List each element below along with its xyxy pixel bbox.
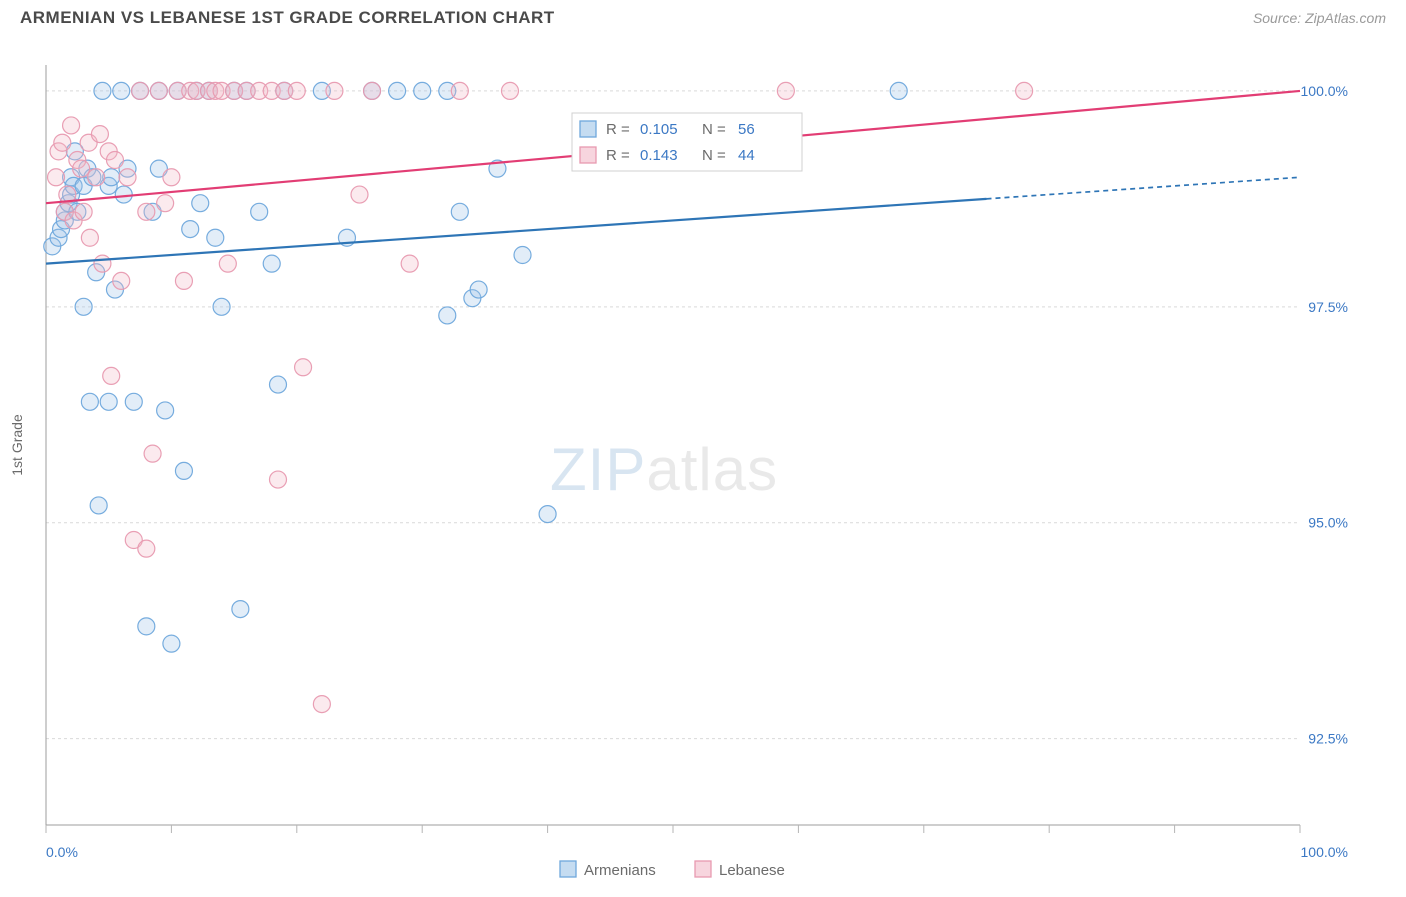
stats-n-label: N = xyxy=(702,147,726,164)
legend-swatch xyxy=(580,147,596,163)
data-point xyxy=(501,82,518,99)
data-point xyxy=(54,134,71,151)
data-point xyxy=(63,117,80,134)
legend-label: Armenians xyxy=(584,862,656,879)
data-point xyxy=(106,152,123,169)
stats-n-label: N = xyxy=(702,121,726,138)
data-point xyxy=(182,221,199,238)
data-point xyxy=(451,203,468,220)
y-tick-label: 95.0% xyxy=(1308,515,1348,531)
data-point xyxy=(351,186,368,203)
data-point xyxy=(163,169,180,186)
stats-n-value: 44 xyxy=(738,147,755,164)
stats-r-value: 0.143 xyxy=(640,147,678,164)
data-point xyxy=(157,402,174,419)
data-point xyxy=(401,255,418,272)
data-point xyxy=(232,601,249,618)
data-point xyxy=(163,635,180,652)
data-point xyxy=(150,82,167,99)
data-point xyxy=(113,272,130,289)
data-point xyxy=(269,471,286,488)
data-point xyxy=(326,82,343,99)
data-point xyxy=(364,82,381,99)
data-point xyxy=(470,281,487,298)
data-point xyxy=(175,272,192,289)
data-point xyxy=(192,195,209,212)
data-point xyxy=(75,298,92,315)
stats-r-value: 0.105 xyxy=(640,121,678,138)
x-tick-label: 100.0% xyxy=(1301,844,1348,860)
data-point xyxy=(81,393,98,410)
legend-swatch xyxy=(580,121,596,137)
data-point xyxy=(100,393,117,410)
scatter-chart: 92.5% 95.0% 97.5% 100.0% 0.0% 100.0% 1st Grade… xyxy=(0,45,1406,892)
stats-r-label: R = xyxy=(606,147,630,164)
data-point xyxy=(313,696,330,713)
data-point xyxy=(1016,82,1033,99)
data-point xyxy=(125,393,142,410)
data-point xyxy=(132,82,149,99)
data-point xyxy=(157,195,174,212)
data-point xyxy=(514,247,531,264)
data-point xyxy=(295,359,312,376)
data-point xyxy=(144,445,161,462)
data-point xyxy=(175,462,192,479)
data-point xyxy=(88,169,105,186)
data-point xyxy=(263,255,280,272)
data-point xyxy=(94,82,111,99)
data-point xyxy=(138,540,155,557)
data-point xyxy=(439,307,456,324)
legend-swatch xyxy=(695,861,711,877)
data-point xyxy=(269,376,286,393)
data-point xyxy=(115,186,132,203)
data-point xyxy=(48,169,65,186)
legend-label: Lebanese xyxy=(719,862,785,879)
data-point xyxy=(288,82,305,99)
chart-area: 92.5% 95.0% 97.5% 100.0% 0.0% 100.0% 1st Grade… xyxy=(0,45,1406,892)
data-point xyxy=(73,160,90,177)
data-point xyxy=(103,367,120,384)
chart-header: ARMENIAN VS LEBANESE 1ST GRADE CORRELATI… xyxy=(0,0,1406,28)
trend-line-dashed xyxy=(987,177,1301,199)
data-point xyxy=(91,126,108,143)
data-point xyxy=(890,82,907,99)
data-point xyxy=(213,298,230,315)
data-point xyxy=(207,229,224,246)
stats-n-value: 56 xyxy=(738,121,755,138)
y-tick-label: 100.0% xyxy=(1301,83,1348,99)
y-tick-label: 97.5% xyxy=(1308,299,1348,315)
data-point xyxy=(539,506,556,523)
data-point xyxy=(90,497,107,514)
data-point xyxy=(451,82,468,99)
data-point xyxy=(119,169,136,186)
y-axis-label: 1st Grade xyxy=(9,414,25,476)
data-point xyxy=(251,203,268,220)
data-point xyxy=(389,82,406,99)
data-point xyxy=(75,203,92,220)
chart-title: ARMENIAN VS LEBANESE 1ST GRADE CORRELATI… xyxy=(20,8,555,28)
legend-swatch xyxy=(560,861,576,877)
data-point xyxy=(94,255,111,272)
data-point xyxy=(777,82,794,99)
source-attribution: Source: ZipAtlas.com xyxy=(1253,10,1386,26)
data-point xyxy=(81,229,98,246)
stats-r-label: R = xyxy=(606,121,630,138)
data-point xyxy=(138,203,155,220)
data-point xyxy=(138,618,155,635)
y-tick-label: 92.5% xyxy=(1308,731,1348,747)
data-point xyxy=(113,82,130,99)
x-tick-label: 0.0% xyxy=(46,844,78,860)
data-point xyxy=(219,255,236,272)
data-point xyxy=(414,82,431,99)
